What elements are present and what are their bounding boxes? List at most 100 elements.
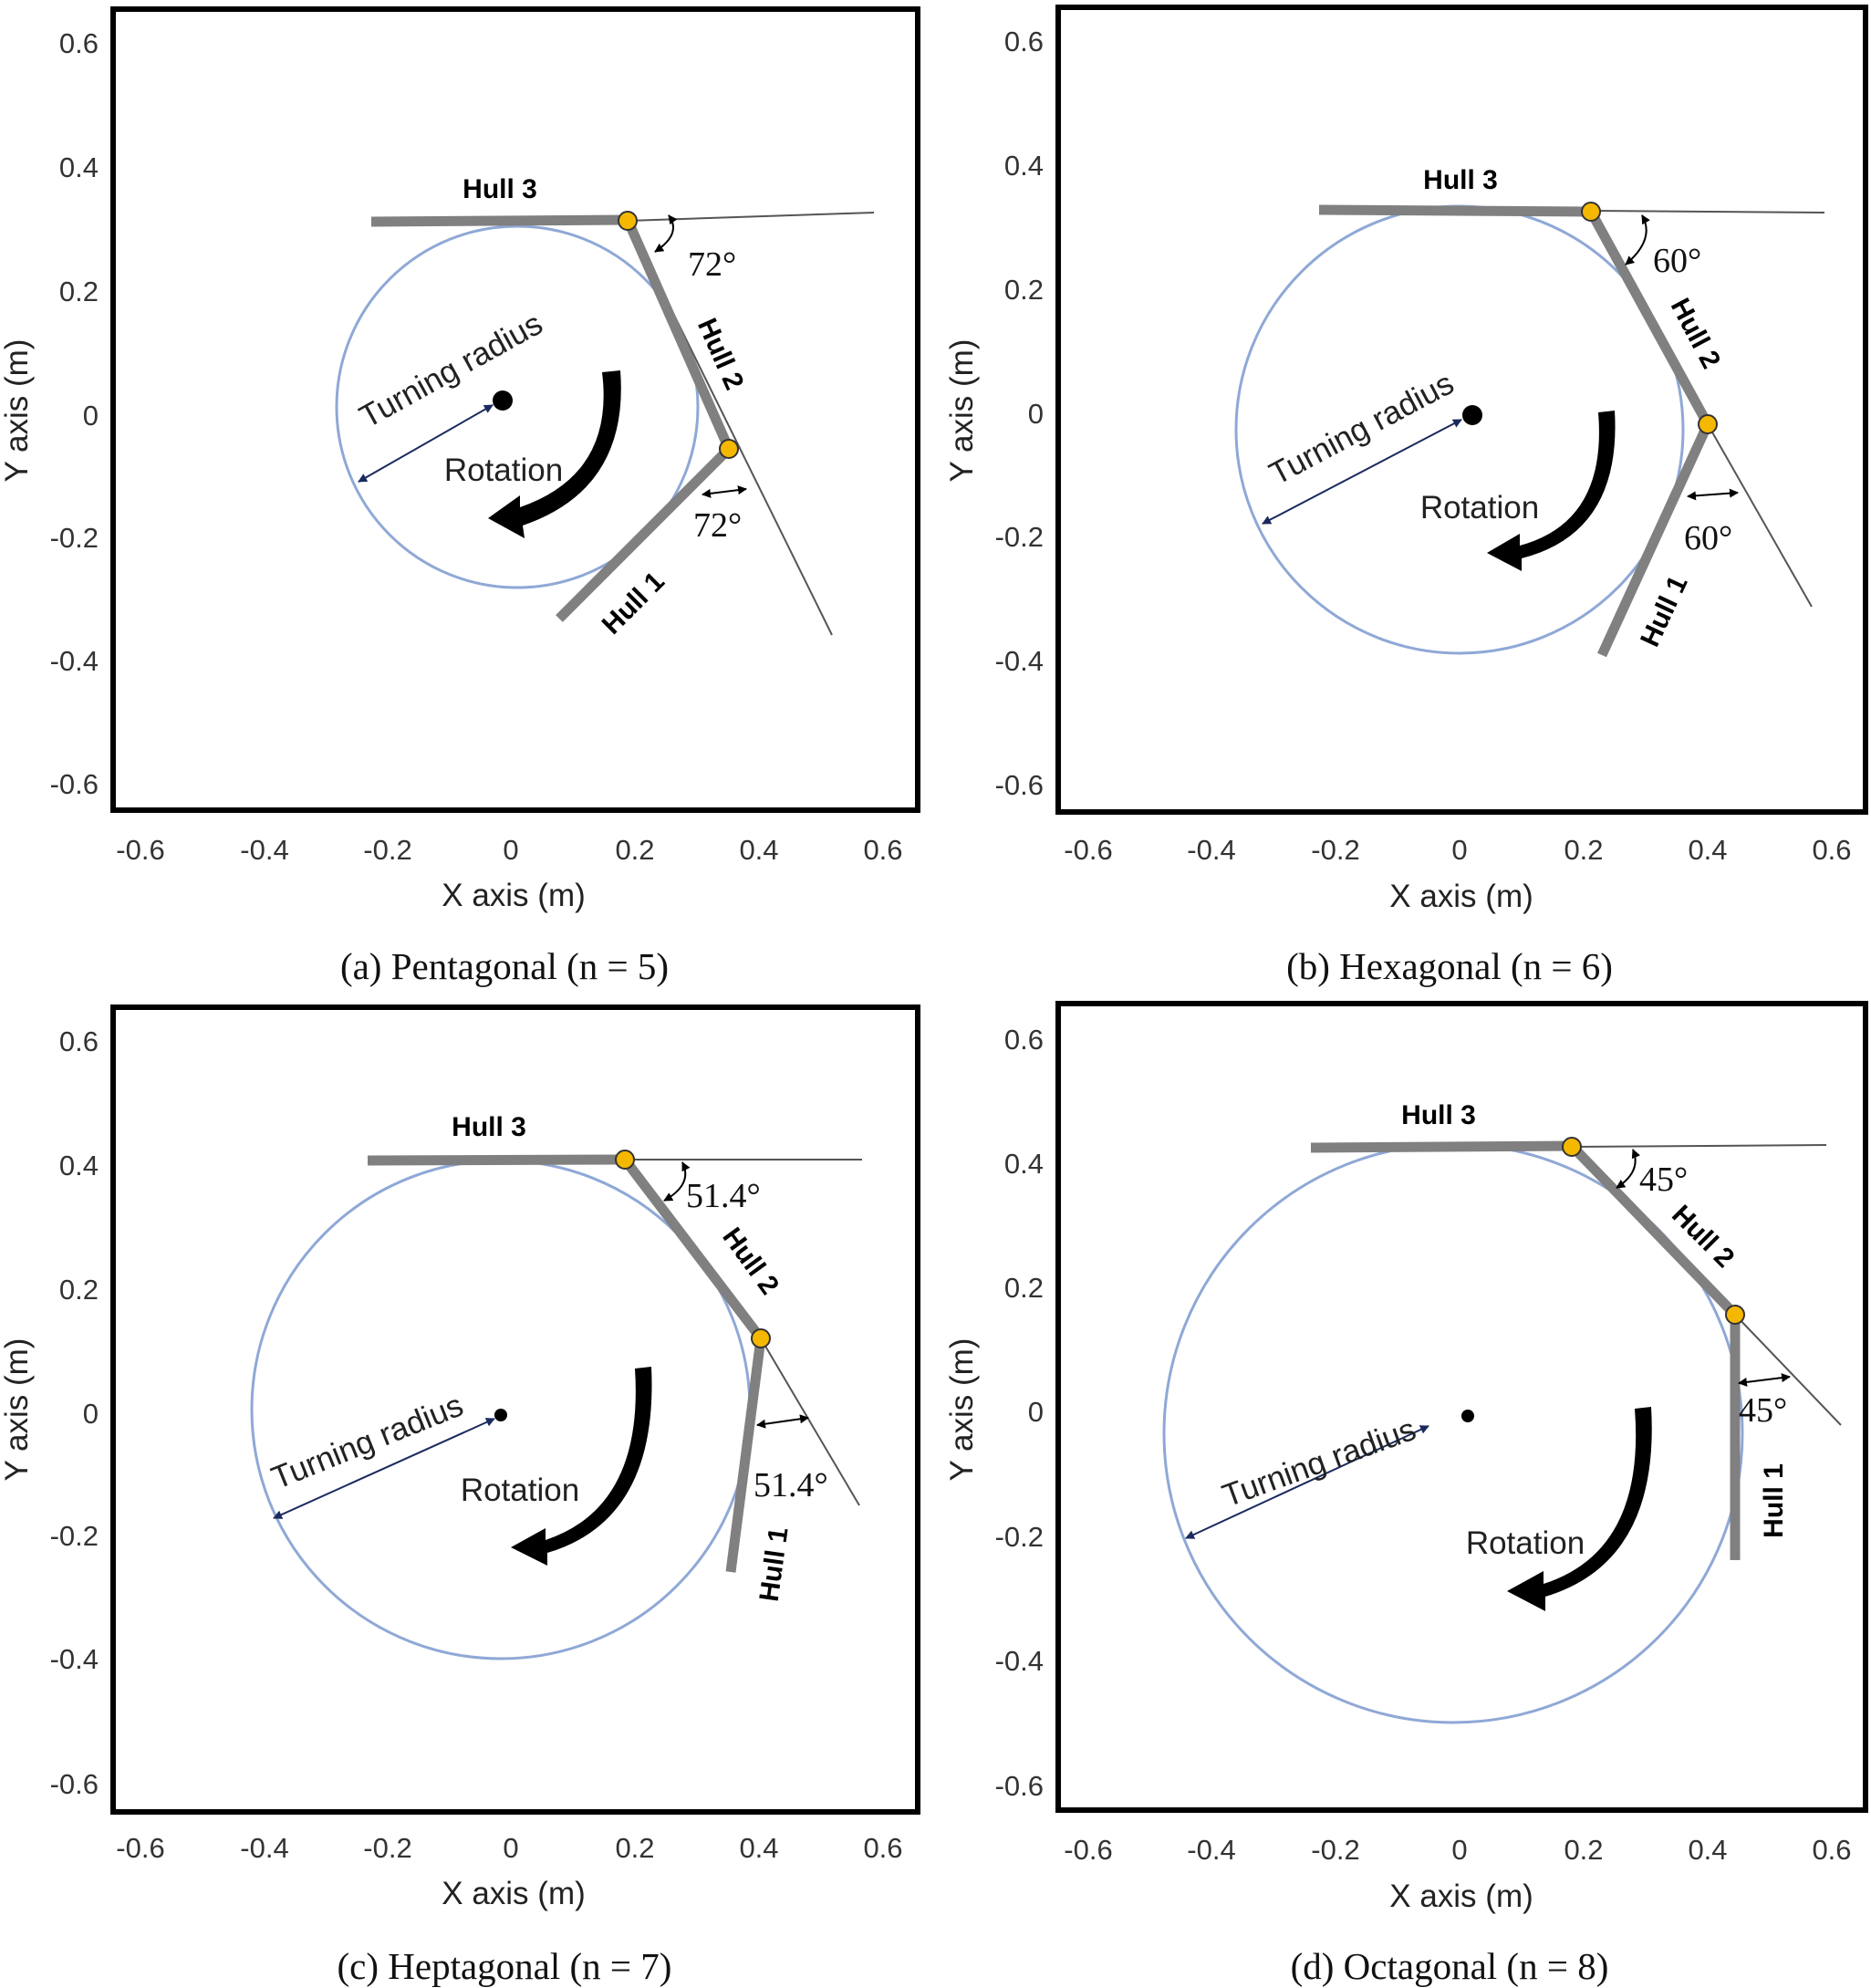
angle-arc bbox=[663, 1161, 691, 1202]
hull-1 bbox=[1597, 422, 1712, 658]
angle-label: 60° bbox=[1653, 242, 1701, 280]
y-ticks: 0.6 0.4 0.2 0 -0.2 -0.4 -0.6 bbox=[50, 27, 99, 800]
rotation-arrow bbox=[511, 1367, 652, 1566]
x-axis-label: X axis (m) bbox=[442, 1876, 586, 1911]
rotation-label: Rotation bbox=[461, 1473, 579, 1508]
y-tick: -0.2 bbox=[995, 521, 1044, 553]
hull-3-label: Hull 3 bbox=[463, 174, 537, 204]
hull-2 bbox=[1568, 1142, 1739, 1318]
angle-arc bbox=[1687, 488, 1739, 501]
angle-arc bbox=[1625, 214, 1650, 265]
hull-3 bbox=[1310, 1140, 1573, 1153]
turning-radius-arrow bbox=[273, 1418, 495, 1519]
x-tick: 0 bbox=[503, 834, 518, 866]
hull-3-label: Hull 3 bbox=[1401, 1100, 1476, 1130]
x-tick: 0.6 bbox=[1812, 1834, 1851, 1866]
hull-2 bbox=[1586, 209, 1712, 427]
angle-arc bbox=[654, 214, 678, 253]
y-tick: 0.6 bbox=[59, 1025, 99, 1057]
y-tick: -0.2 bbox=[50, 522, 99, 554]
x-ticks: -0.6 -0.4 -0.2 0 0.2 0.4 0.6 bbox=[1064, 834, 1851, 866]
plot-frame bbox=[110, 1004, 920, 1815]
hull-2 bbox=[622, 217, 734, 452]
x-tick: 0 bbox=[503, 1832, 518, 1864]
joint bbox=[719, 439, 739, 459]
x-tick: 0.4 bbox=[739, 834, 778, 866]
y-ticks: 0.6 0.4 0.2 0 -0.2 -0.4 -0.6 bbox=[50, 1025, 99, 1800]
x-tick: 0.6 bbox=[863, 834, 902, 866]
x-tick: 0.6 bbox=[1812, 834, 1851, 866]
x-tick: -0.6 bbox=[116, 1832, 164, 1864]
x-tick: 0 bbox=[1451, 834, 1467, 866]
y-tick: -0.4 bbox=[995, 1645, 1044, 1677]
hull-3 bbox=[367, 1154, 626, 1166]
y-tick: 0.6 bbox=[1004, 1024, 1044, 1056]
y-tick: 0 bbox=[1028, 398, 1044, 430]
y-tick: -0.6 bbox=[995, 1770, 1044, 1802]
angle-label: 51.4° bbox=[754, 1466, 828, 1504]
x-tick: 0.4 bbox=[1688, 1834, 1727, 1866]
x-tick: -0.2 bbox=[363, 1832, 411, 1864]
y-tick: 0.2 bbox=[59, 1274, 99, 1306]
y-tick: -0.6 bbox=[995, 769, 1044, 801]
y-tick: -0.2 bbox=[995, 1521, 1044, 1553]
panel-caption: (c) Heptagonal (n = 7) bbox=[338, 1945, 672, 1987]
angle-label: 51.4° bbox=[686, 1177, 761, 1215]
y-tick: -0.4 bbox=[995, 645, 1044, 677]
center-point bbox=[1461, 1410, 1474, 1422]
x-ticks: -0.6 -0.4 -0.2 0 0.2 0.4 0.6 bbox=[116, 834, 902, 866]
x-tick: 0.4 bbox=[1688, 834, 1727, 866]
hull-2 bbox=[620, 1156, 765, 1342]
x-tick: 0.6 bbox=[863, 1832, 902, 1864]
panel-caption: (a) Pentagonal (n = 5) bbox=[340, 945, 669, 987]
joint bbox=[618, 211, 638, 231]
angle-label: 72° bbox=[693, 506, 742, 545]
panel-d: -0.6 -0.4 -0.2 0 0.2 0.4 0.6 0.6 0.4 0.2… bbox=[944, 1001, 1868, 1987]
reference-line bbox=[1734, 1314, 1842, 1426]
x-tick: 0.2 bbox=[1564, 834, 1603, 866]
x-tick: -0.4 bbox=[1187, 834, 1235, 866]
y-ticks: 0.6 0.4 0.2 0 -0.2 -0.4 -0.6 bbox=[995, 26, 1044, 801]
joint bbox=[1581, 202, 1601, 222]
hull-3-label: Hull 3 bbox=[1423, 165, 1498, 195]
reference-line bbox=[1590, 210, 1825, 213]
y-axis-label: Y axis (m) bbox=[0, 1338, 35, 1482]
angle-label: 45° bbox=[1639, 1161, 1688, 1199]
angle-label: 45° bbox=[1739, 1391, 1787, 1430]
x-tick: 0.2 bbox=[615, 1832, 654, 1864]
center-point bbox=[494, 1409, 507, 1421]
y-tick: 0.4 bbox=[59, 1150, 99, 1181]
x-tick: -0.6 bbox=[1064, 834, 1112, 866]
joint bbox=[1562, 1137, 1582, 1157]
angle-label: 72° bbox=[688, 245, 736, 284]
y-tick: 0.2 bbox=[1004, 1272, 1044, 1304]
x-tick: 0.4 bbox=[739, 1832, 778, 1864]
x-ticks: -0.6 -0.4 -0.2 0 0.2 0.4 0.6 bbox=[116, 1832, 902, 1864]
panel-caption: (d) Octagonal (n = 8) bbox=[1291, 1945, 1609, 1987]
joint bbox=[1725, 1305, 1745, 1325]
hull-1 bbox=[556, 445, 733, 622]
y-tick: 0.2 bbox=[1004, 274, 1044, 306]
x-tick: -0.4 bbox=[240, 834, 288, 866]
y-tick: -0.4 bbox=[50, 645, 99, 677]
y-tick: 0 bbox=[83, 400, 99, 432]
plot-frame bbox=[1055, 5, 1868, 815]
x-tick: -0.2 bbox=[1311, 1834, 1359, 1866]
rotation-arrow bbox=[1487, 411, 1616, 571]
x-ticks: -0.6 -0.4 -0.2 0 0.2 0.4 0.6 bbox=[1064, 1834, 1851, 1866]
y-tick: 0.4 bbox=[1004, 150, 1044, 182]
reference-line bbox=[1571, 1144, 1827, 1148]
x-tick: -0.2 bbox=[1311, 834, 1359, 866]
x-tick: -0.4 bbox=[240, 1832, 288, 1864]
hull-3-label: Hull 3 bbox=[452, 1112, 526, 1142]
plot-frame bbox=[110, 6, 920, 813]
y-tick: 0 bbox=[83, 1398, 99, 1430]
y-tick: 0.6 bbox=[59, 27, 99, 59]
joint bbox=[751, 1328, 771, 1348]
y-tick: 0.4 bbox=[59, 151, 99, 183]
joint bbox=[615, 1150, 635, 1170]
angle-arc bbox=[702, 485, 747, 498]
panel-c: -0.6 -0.4 -0.2 0 0.2 0.4 0.6 0.6 0.4 0.2… bbox=[0, 1004, 920, 1987]
y-tick: 0.2 bbox=[59, 276, 99, 307]
x-tick: 0.2 bbox=[1564, 1834, 1603, 1866]
